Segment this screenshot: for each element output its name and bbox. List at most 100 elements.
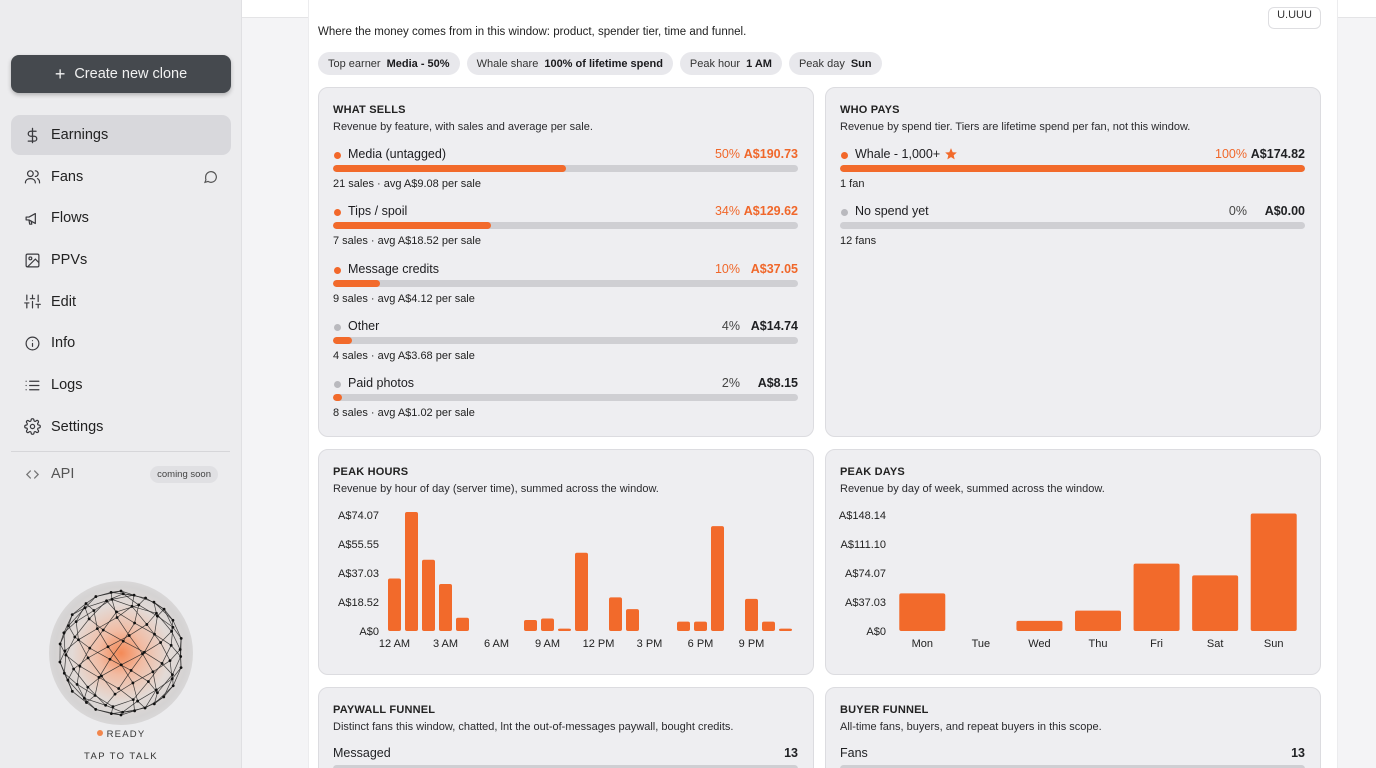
sidebar-nav: Earnings Fans Flows PPVs xyxy=(11,115,231,449)
card-title: BUYER FUNNEL xyxy=(840,704,929,716)
chart-bar xyxy=(609,597,622,631)
card-subtitle: Revenue by day of week, summed across th… xyxy=(840,483,1105,495)
row-percent: 50% xyxy=(714,147,740,161)
card-title: PEAK DAYS xyxy=(840,466,905,478)
range-chip[interactable]: U.UUU xyxy=(1268,7,1321,29)
orb-edge xyxy=(116,604,139,613)
x-tick-label: 3 AM xyxy=(433,638,458,650)
row-name-text: Message credits xyxy=(348,261,440,276)
who-pays-card: WHO PAYS Revenue by spend tier. Tiers ar… xyxy=(825,87,1321,437)
orb-edge xyxy=(75,610,95,622)
orb-edge xyxy=(72,691,87,703)
x-tick-label: 12 AM xyxy=(379,638,410,650)
orb-vertex xyxy=(113,692,117,696)
chip-value: Media - 50% xyxy=(386,57,450,70)
sidebar-item-info[interactable]: Info xyxy=(11,323,231,363)
card-title: PAYWALL FUNNEL xyxy=(333,704,436,716)
orb-edge xyxy=(59,632,65,645)
buyer-funnel-card: BUYER FUNNEL All-time fans, buyers, and … xyxy=(825,687,1321,768)
chart-bar xyxy=(1016,620,1063,631)
orb-vertex xyxy=(170,677,174,681)
orb-edge xyxy=(112,699,134,707)
orb-edge xyxy=(121,653,143,666)
create-clone-button[interactable]: + Create new clone xyxy=(11,55,231,93)
row-dot xyxy=(334,152,341,159)
y-tick-label: A$37.03 xyxy=(845,597,886,609)
orb-edge xyxy=(120,590,135,596)
orb-vertex xyxy=(100,674,103,678)
chart-bar xyxy=(1250,513,1297,631)
sidebar-item-fans[interactable]: Fans xyxy=(11,157,231,197)
x-tick-label: 6 AM xyxy=(484,638,509,650)
orb-edge xyxy=(154,633,172,646)
orb-edge xyxy=(84,607,90,619)
orb-glow xyxy=(49,581,193,725)
paywall-funnel-card: PAYWALL FUNNEL Distinct fans this window… xyxy=(318,687,814,768)
orb-vertex xyxy=(104,703,108,707)
funnel-label: Fans xyxy=(840,746,868,760)
sidebar-item-logs[interactable]: Logs xyxy=(11,365,231,405)
orb-edge xyxy=(148,663,163,682)
orb-vertex xyxy=(74,620,78,624)
sidebar-item-ppvs[interactable]: PPVs xyxy=(11,240,231,280)
chip-top-earner: Top earner Media - 50% xyxy=(318,52,460,75)
voice-orb[interactable] xyxy=(49,581,193,725)
orb-edge xyxy=(132,682,138,702)
orb-vertex xyxy=(108,657,112,661)
orb-edge xyxy=(63,655,67,674)
sidebar-item-edit[interactable]: Edit xyxy=(11,282,231,322)
y-tick-label: A$74.07 xyxy=(845,568,886,580)
orb-edge xyxy=(109,640,124,660)
orb-edge xyxy=(85,596,97,604)
chart-bar xyxy=(422,559,435,631)
y-tick-label: A$0 xyxy=(359,626,379,638)
orb-edge xyxy=(72,607,86,615)
chart-bar xyxy=(762,621,775,631)
sidebar-item-earnings[interactable]: Earnings xyxy=(11,115,231,155)
card-subtitle: Revenue by hour of day (server time), su… xyxy=(333,483,659,495)
orb-edge xyxy=(122,593,139,606)
orb-edge xyxy=(95,709,112,714)
x-tick-label: 12 PM xyxy=(583,638,615,650)
chart-bar xyxy=(575,552,588,631)
orb-edge xyxy=(154,685,174,705)
orb-edge xyxy=(116,611,135,624)
row-name: Other xyxy=(348,319,379,333)
row-name: No spend yet xyxy=(855,204,929,218)
row-bar-fill xyxy=(333,279,380,287)
orb-edge xyxy=(111,590,122,593)
orb-edge xyxy=(84,698,96,710)
orb-edge xyxy=(84,687,89,699)
orb-vertex xyxy=(85,701,88,704)
row-percent: 0% xyxy=(1228,204,1247,219)
sidebar-item-settings[interactable]: Settings xyxy=(11,407,231,447)
sidebar-item-flows[interactable]: Flows xyxy=(11,198,231,238)
orb-edge xyxy=(157,608,165,617)
orb-vertex xyxy=(136,699,139,703)
orb-vertex xyxy=(130,604,134,608)
orb-edge xyxy=(89,629,104,649)
orb-vertex xyxy=(156,614,159,618)
orb-edge xyxy=(172,667,182,686)
orb-edge xyxy=(79,665,100,678)
chart-bar xyxy=(711,526,724,631)
orb-vertex xyxy=(105,599,108,603)
orb-edge xyxy=(163,608,174,628)
chart-bar xyxy=(388,578,401,631)
row-meta: 12 fans xyxy=(840,235,877,248)
orb-edge xyxy=(102,611,117,631)
orb-vertex xyxy=(84,602,88,605)
orb-vertex xyxy=(119,663,123,667)
chip-value: 100% of lifetime spend xyxy=(544,57,663,70)
message-icon[interactable] xyxy=(203,169,219,185)
coming-soon-badge: coming soon xyxy=(150,466,218,483)
orb-edge xyxy=(76,666,81,685)
y-tick-label: A$0 xyxy=(866,626,886,638)
row-dot xyxy=(334,381,341,389)
sidebar-item-api[interactable]: API coming soon xyxy=(11,455,231,493)
orb-edge xyxy=(118,670,132,689)
chart-bar xyxy=(1133,563,1180,631)
row-name-text: Media (untagged) xyxy=(348,147,446,161)
orb-edge xyxy=(63,614,73,633)
orb-edge xyxy=(105,704,123,713)
